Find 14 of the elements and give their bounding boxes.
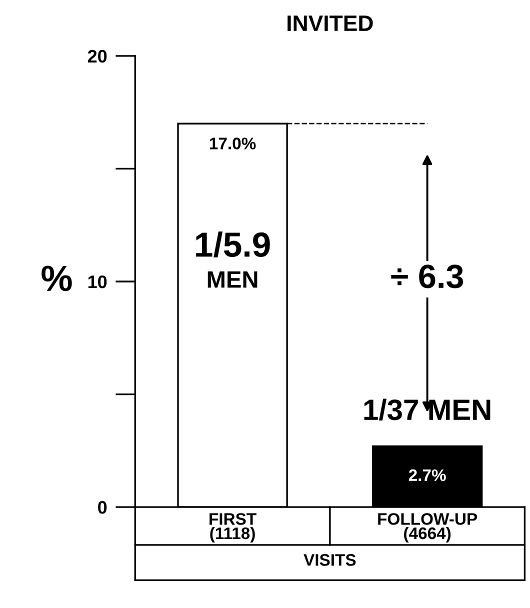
annotation: 1/37 MEN — [364, 398, 490, 420]
data-label: 17.0% — [210, 138, 256, 150]
annotation: ÷ 6.3 — [391, 264, 464, 288]
annotation: MEN — [208, 271, 258, 288]
x-tick-label: FIRST (1118) — [210, 513, 256, 542]
data-label: 2.7% — [408, 469, 446, 482]
y-tick-label: 0 — [98, 501, 107, 514]
chart-title: INVITED — [288, 16, 373, 31]
y-tick-label: 10 — [88, 275, 107, 288]
y-axis-title: % — [42, 266, 72, 292]
y-tick-label: 20 — [88, 50, 107, 63]
annotation: 1/5.9 — [196, 231, 270, 258]
x-tick-label: FOLLOW-UP (4664) — [378, 513, 478, 542]
x-axis-title: VISITS — [304, 554, 356, 566]
